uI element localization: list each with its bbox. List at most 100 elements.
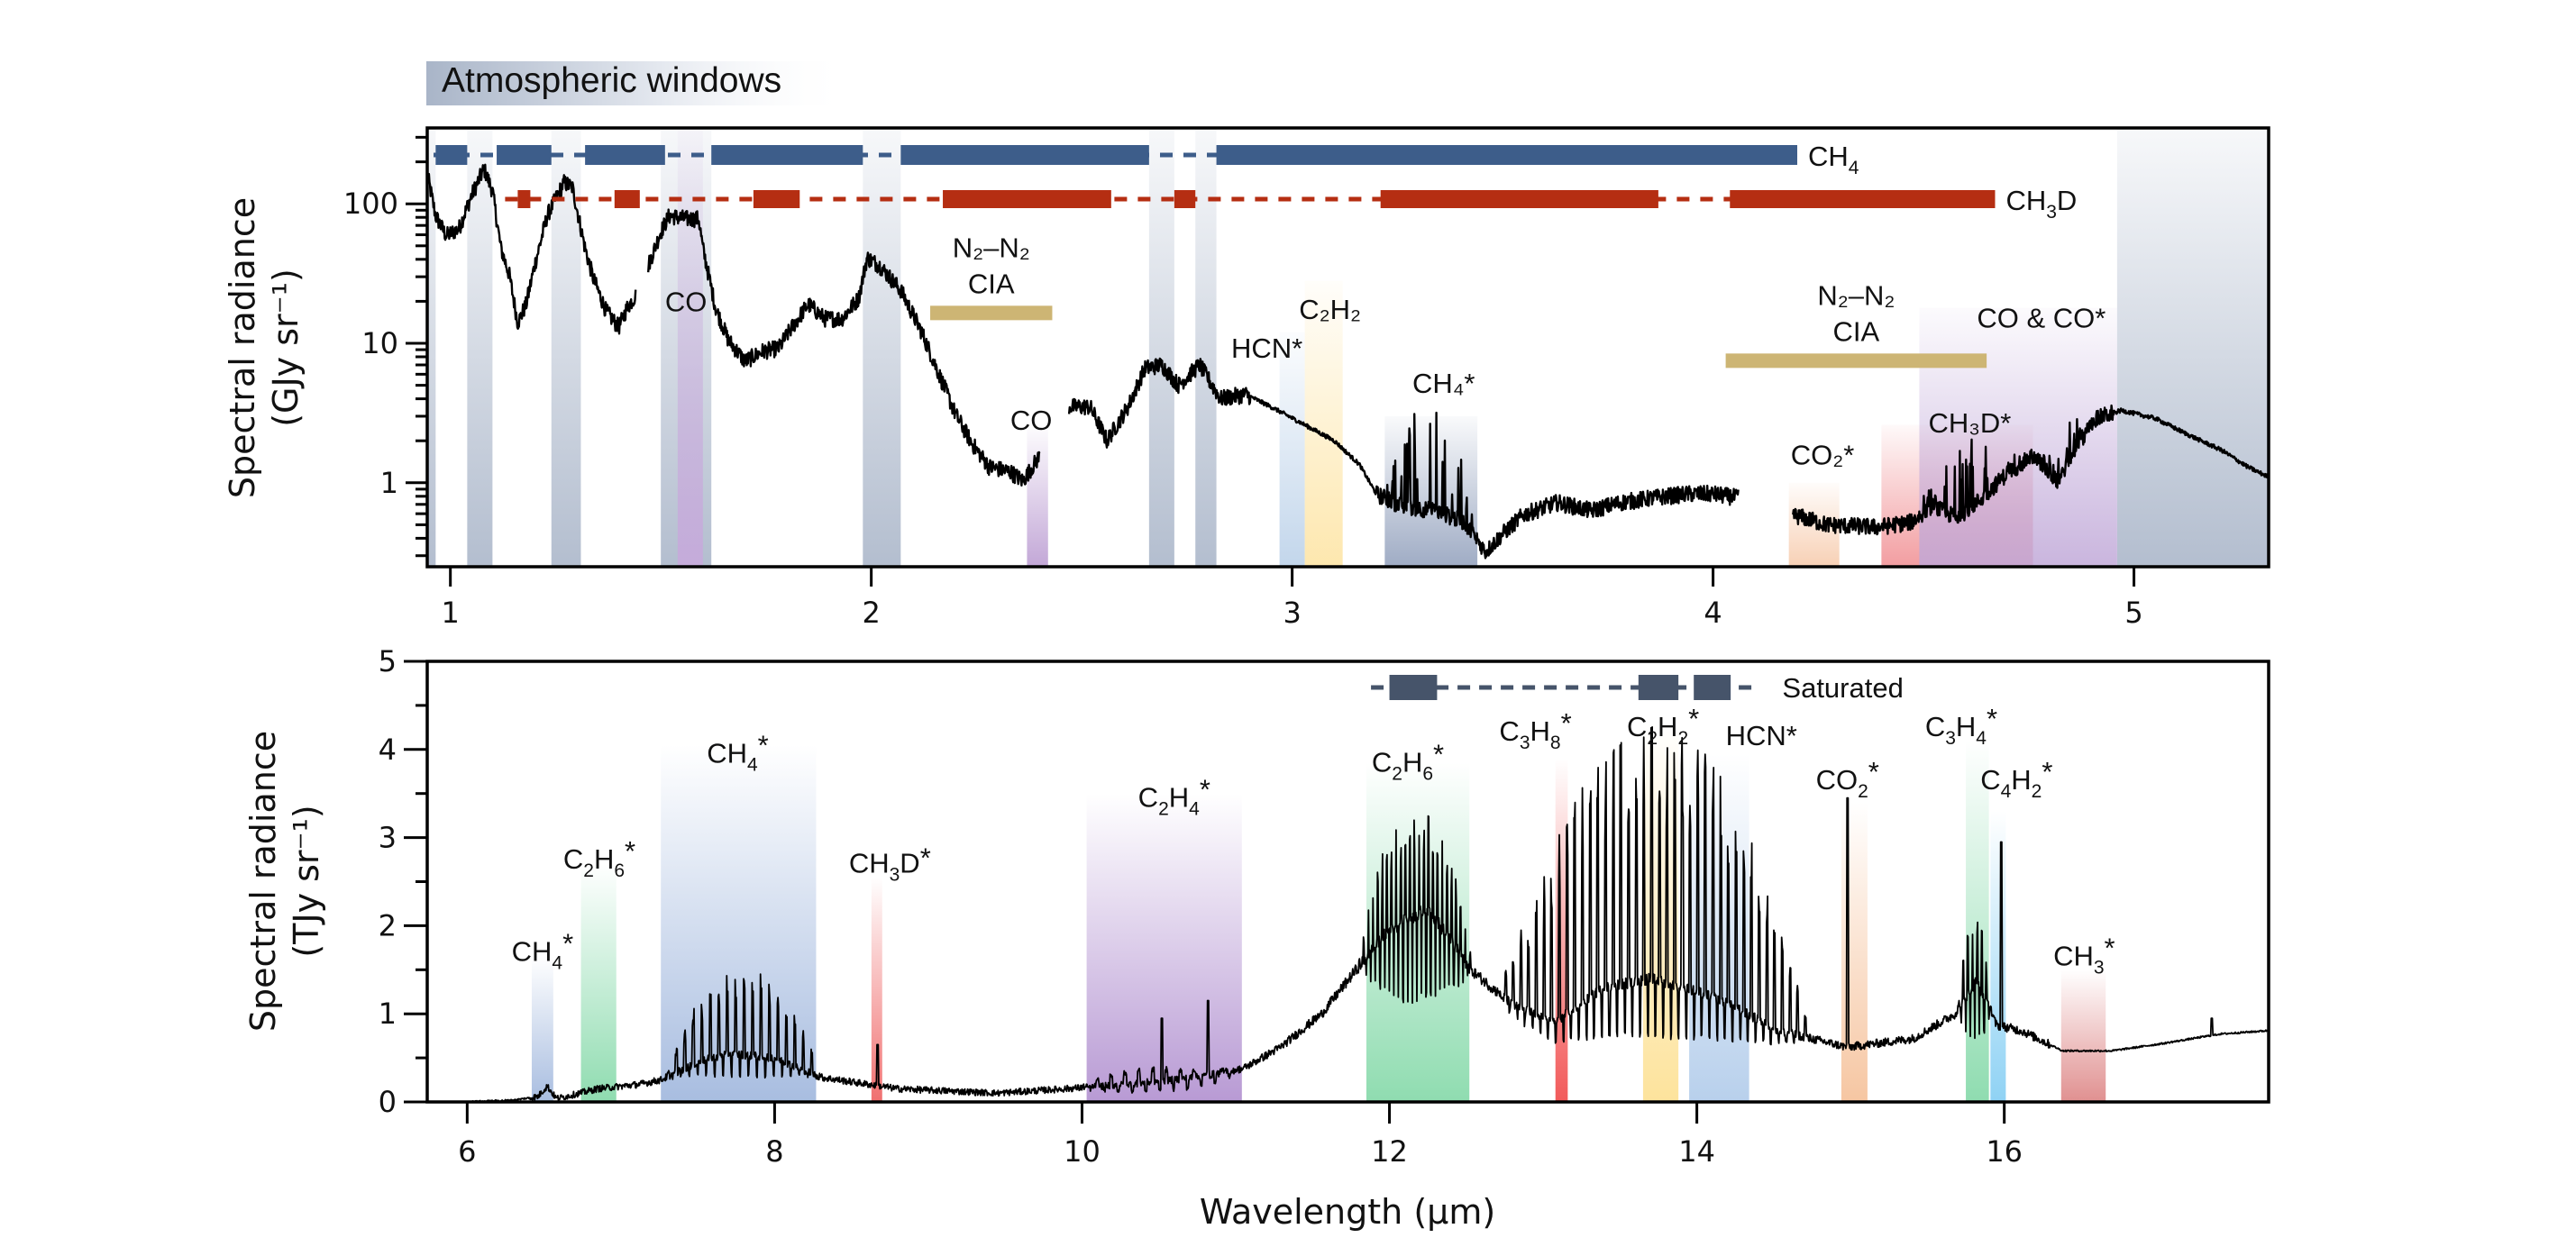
x-tick-label: 14	[1678, 1134, 1715, 1169]
x-tick-label: 4	[1704, 596, 1722, 630]
band-label: CH₄*	[1412, 368, 1475, 399]
atmospheric-windows-legend: Atmospheric windows	[426, 61, 850, 105]
atmospheric-window-band	[1148, 128, 1174, 567]
band-label: C2H2*	[1627, 703, 1699, 749]
band-label: CO2*	[1816, 756, 1879, 802]
y-tick-label: 2	[379, 908, 397, 942]
ch4-bar-segment	[1216, 145, 1797, 165]
atmospheric-window-band	[1195, 128, 1217, 567]
y-tick-label: 3	[379, 821, 397, 855]
spectrum-segment	[1067, 357, 1740, 560]
band-label: CH4*	[707, 729, 769, 775]
band-label: C₂H₂	[1299, 294, 1361, 325]
spectrum-segment	[647, 208, 1041, 487]
shaded-band-c4h2-	[1990, 811, 2006, 1102]
ch3d-bar-segment	[517, 190, 531, 208]
x-tick-label: 12	[1371, 1134, 1408, 1169]
y-tick-label: 4	[379, 733, 397, 767]
ch4-bar-label: CH4	[1808, 141, 1859, 178]
cia-label-line1: N₂–N₂	[1817, 279, 1895, 311]
saturated-label: Saturated	[1782, 672, 1903, 704]
ch4-bar-segment	[497, 145, 552, 165]
top-axes: 1 2 3 4 5 1 10 100	[343, 135, 2143, 630]
ch3d-bar-label: CH3D	[2005, 185, 2077, 223]
top-plot-frame	[425, 126, 2270, 569]
cia-label-line2: CIA	[1833, 315, 1880, 347]
y-tick-label: 1	[380, 466, 398, 500]
y-tick-label: 5	[379, 644, 397, 678]
band-label: CH₃D*	[1929, 407, 2012, 439]
x-tick-label: 1	[442, 596, 460, 630]
spectrum-segment	[427, 163, 637, 335]
atmospheric-windows-swatch	[426, 61, 850, 105]
atmospheric-window-band	[863, 128, 901, 567]
x-tick-label: 8	[765, 1134, 783, 1169]
x-tick-label: 5	[2124, 596, 2142, 630]
band-label: C2H4*	[1138, 773, 1210, 819]
x-tick-label: 6	[458, 1134, 476, 1169]
shaded-band-ch4-	[661, 744, 817, 1102]
shaded-band-ch3-	[2060, 969, 2106, 1102]
band-label: CH3*	[2053, 932, 2115, 978]
band-label: HCN*	[1726, 720, 1797, 751]
top-absorption-bars: CH4 CH3D	[434, 141, 2077, 223]
shaded-band-ch3d-	[871, 877, 882, 1102]
band-label: CO & CO*	[1977, 302, 2106, 333]
shaded-band-c3h4-	[1966, 741, 1989, 1102]
bottom-band-labels: CH4* C2H6* CH4* CH3D* C2H4* C2H6* C3H8* C2H2* HC…	[512, 703, 2115, 978]
atmospheric-window-band	[2116, 128, 2269, 567]
ch3d-bar-segment	[1174, 190, 1196, 208]
band-label: C3H4*	[1925, 703, 1997, 749]
atmospheric-window-band	[427, 128, 436, 567]
ch4-bar-segment	[435, 145, 468, 165]
cia-label-line2: CIA	[968, 268, 1015, 299]
y-tick-label: 1	[379, 997, 397, 1031]
y-tick-label: 10	[361, 326, 398, 360]
band-label: C4H2*	[1980, 756, 2052, 802]
band-label: CO	[1010, 405, 1053, 436]
ch4-bar-segment	[900, 145, 1149, 165]
band-label: CH3D*	[849, 842, 931, 886]
band-label: C2H6*	[1372, 738, 1444, 784]
shaded-band-hcn-	[1279, 332, 1305, 567]
ch3d-bar-segment	[614, 190, 640, 208]
x-tick-label: 10	[1064, 1134, 1101, 1169]
atmospheric-windows-label: Atmospheric windows	[442, 61, 781, 100]
bottom-spectrum	[467, 726, 2269, 1102]
ch3d-bar-segment	[1380, 190, 1658, 208]
shaded-band-co2-	[1841, 802, 1868, 1102]
bottom-panel: Saturated CH4* C2H6* CH4* CH3D* C2H4* C2H6* C3…	[243, 644, 2270, 1169]
ch4-bar-segment	[711, 145, 863, 165]
saturated-bar-segment	[1638, 675, 1679, 700]
ch3d-bar-segment	[753, 190, 800, 208]
band-label: CO	[665, 286, 708, 317]
shaded-band-c2h2	[1304, 280, 1343, 567]
ch3d-bar-segment	[1730, 190, 1996, 208]
ch3d-bar-segment	[943, 190, 1111, 208]
spectrum-segment	[1792, 404, 2269, 536]
band-label: C3H8*	[1499, 707, 1571, 753]
n2-n2-cia-bar	[930, 305, 1053, 321]
n2-n2-cia-bar	[1725, 353, 1987, 369]
y-tick-label: 100	[343, 187, 398, 221]
bottom-ylabel: Spectral radiance	[243, 731, 283, 1032]
top-ylabel-units: (GJy sr⁻¹)	[266, 269, 306, 427]
saturated-bar-legend: Saturated	[1371, 672, 1904, 704]
spectrum-line	[467, 726, 2269, 1102]
shaded-band-co	[677, 128, 703, 567]
shaded-band-co	[1027, 429, 1048, 567]
band-label: CO₂*	[1791, 440, 1855, 471]
atmospheric-window-band	[467, 128, 493, 567]
x-tick-label: 2	[862, 596, 880, 630]
band-label: C2H6*	[563, 835, 635, 881]
band-label: CH4*	[512, 928, 574, 974]
shaded-band-c2h6-	[580, 863, 617, 1102]
cia-label-line1: N₂–N₂	[953, 232, 1030, 263]
x-axis-label: Wavelength (µm)	[1200, 1192, 1495, 1232]
top-panel: CH4 CH3D N₂–N₂ CIA N₂–N₂ CIA CO CO HCN* C₂H₂ CH₄*…	[223, 126, 2270, 630]
band-label: HCN*	[1231, 332, 1302, 364]
saturated-bar-segment	[1389, 675, 1438, 700]
top-ylabel: Spectral radiance	[223, 197, 262, 498]
